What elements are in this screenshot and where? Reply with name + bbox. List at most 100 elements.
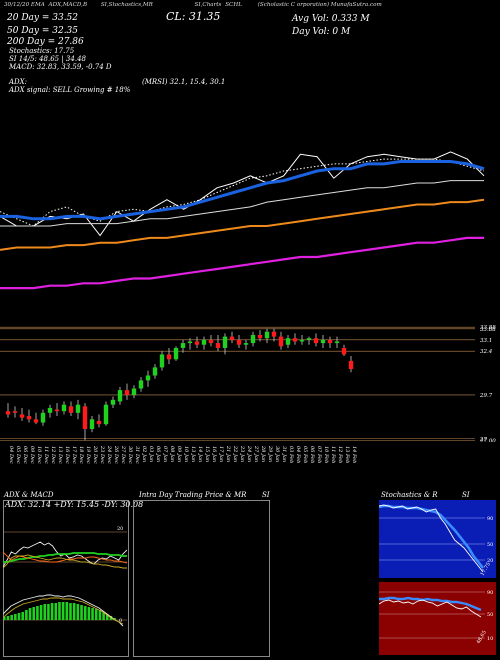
header-charts: SI,Charts <box>194 2 222 8</box>
date-tick-label: 08 Jan <box>169 446 175 462</box>
adx-series-line <box>3 551 127 564</box>
date-tick-label: 29 Jan <box>267 445 273 462</box>
adx-signal-label: ADX signal: SELL Growing # 18% <box>9 86 131 94</box>
candle <box>292 333 298 345</box>
date-tick-label: 26 Dec <box>113 445 119 464</box>
adx-label: ADX: <box>9 78 28 86</box>
header-adx: ADX,MACD,B <box>48 2 88 8</box>
macd-histogram-bar <box>105 614 109 620</box>
macd-histogram-bar <box>69 603 72 620</box>
rsi-tick-label: 50 <box>487 612 493 618</box>
date-tick-label: 06 Feb <box>309 446 315 463</box>
date-tick-label: 06 Dec <box>22 446 28 464</box>
date-tick-label: 14 Jan <box>197 446 203 462</box>
ema-chart <box>0 151 485 290</box>
price-tick-label: 29.7 <box>479 393 493 399</box>
candle <box>54 403 60 417</box>
rsi-white-line <box>379 599 482 618</box>
candle <box>26 409 32 423</box>
candle <box>68 401 74 417</box>
date-tick-label: 17 Dec <box>71 446 77 464</box>
header-company: (Scholastic C <box>257 2 296 8</box>
ema-200-label: 200 Day = 27.86 <box>7 37 84 47</box>
mrsi-label: (MRSI) 32.1, 15.4, 30.1 <box>142 78 226 86</box>
candle <box>334 336 340 348</box>
panel-stoch-si: SI <box>462 491 470 499</box>
candle <box>187 338 193 350</box>
candle <box>236 334 242 348</box>
ema-series-line <box>0 198 485 251</box>
candle <box>257 330 263 342</box>
date-tick-label: 20 Dec <box>92 445 98 464</box>
date-tick-label: 11 Dec <box>43 446 49 464</box>
macd-histogram-bar <box>98 610 102 620</box>
date-tick-label: 18 Dec <box>78 446 84 464</box>
ema-series-line <box>0 158 485 227</box>
price-tick-label: 27.00 <box>479 438 496 442</box>
stoch-label: Stochastics: 17.75 <box>9 47 75 55</box>
date-tick-label: 02 Jan <box>141 446 147 462</box>
adx-chart: 20 <box>3 526 127 569</box>
candle <box>138 377 144 392</box>
candle <box>33 412 39 425</box>
header-site: orporation) MunafaSutra.com <box>296 2 382 8</box>
panel-adx-title: ADX & MACD <box>4 491 54 499</box>
date-tick-label: 09 Jan <box>176 446 182 462</box>
header-si: SI,Stochastics,MR <box>100 2 153 8</box>
ema-series-line <box>0 160 485 221</box>
date-tick-label: 03 Jan <box>148 446 154 462</box>
date-tick-label: 04 Dec <box>8 446 14 464</box>
adx-series-line <box>3 552 127 563</box>
adx-series-line <box>3 554 127 569</box>
macd-histogram-bar <box>21 612 24 620</box>
stoch-tick-label: 20 <box>487 558 493 564</box>
date-tick-label: 10 Feb <box>323 446 329 463</box>
macd-histogram-bar <box>10 615 13 620</box>
macd-histogram-bar <box>47 604 50 620</box>
candle <box>264 328 270 344</box>
macd-histogram-bar <box>28 608 32 620</box>
candle <box>327 336 333 348</box>
price-tick-label: 27 <box>479 437 487 442</box>
rsi-blue-line <box>379 596 482 612</box>
header-ema: 30/12/20 EMA <box>4 2 45 8</box>
macd-histogram-bar <box>65 602 69 620</box>
date-tick-label: 23 Jan <box>239 445 245 462</box>
date-tick-label: 28 Jan <box>260 445 266 462</box>
candle <box>243 339 249 350</box>
macd-histogram-bar <box>94 609 98 620</box>
date-tick-label: 05 Dec <box>15 446 21 464</box>
macd-histogram-bar <box>3 617 6 620</box>
candle <box>131 385 137 399</box>
date-tick-label: 13 Feb <box>344 446 350 463</box>
candle <box>201 336 207 350</box>
macd-histogram-bar <box>58 602 61 620</box>
date-tick-label: 10 Jan <box>183 446 189 462</box>
stoch-tick-label: 50 <box>487 542 493 548</box>
candle <box>348 356 354 373</box>
adx-tick-label: 20 <box>117 526 123 532</box>
day-vol-label: Day Vol: 0 M <box>292 27 351 37</box>
header-line: 30/12/20 EMA ADX,MACD,B SI,Stochastics,M… <box>4 2 382 8</box>
candle <box>117 386 123 405</box>
macd-histogram-bar <box>76 604 80 620</box>
panel-stoch-title: Stochastics & R <box>381 491 438 499</box>
adx-panel <box>3 500 129 657</box>
candle <box>124 383 130 400</box>
date-tick-label: 07 Jan <box>162 446 168 462</box>
ema-20-label: 20 Day = 33.52 <box>7 13 79 23</box>
candle <box>75 399 81 420</box>
candle <box>180 339 186 353</box>
date-tick-label: 31 Jan <box>281 446 287 462</box>
rsi-tick-label: 10 <box>487 636 493 642</box>
price-tick-label: 33.1 <box>480 338 492 344</box>
date-tick-label: 10 Dec <box>36 446 42 464</box>
panel-intraday-si: SI <box>262 491 270 499</box>
si-label: SI 14/5: 48.65 | 34.48 <box>9 55 86 63</box>
candle <box>89 416 95 433</box>
macd-histogram-bar <box>25 610 28 620</box>
date-tick-label: 27 Dec <box>120 445 126 464</box>
date-tick-label: 09 Dec <box>29 446 35 464</box>
